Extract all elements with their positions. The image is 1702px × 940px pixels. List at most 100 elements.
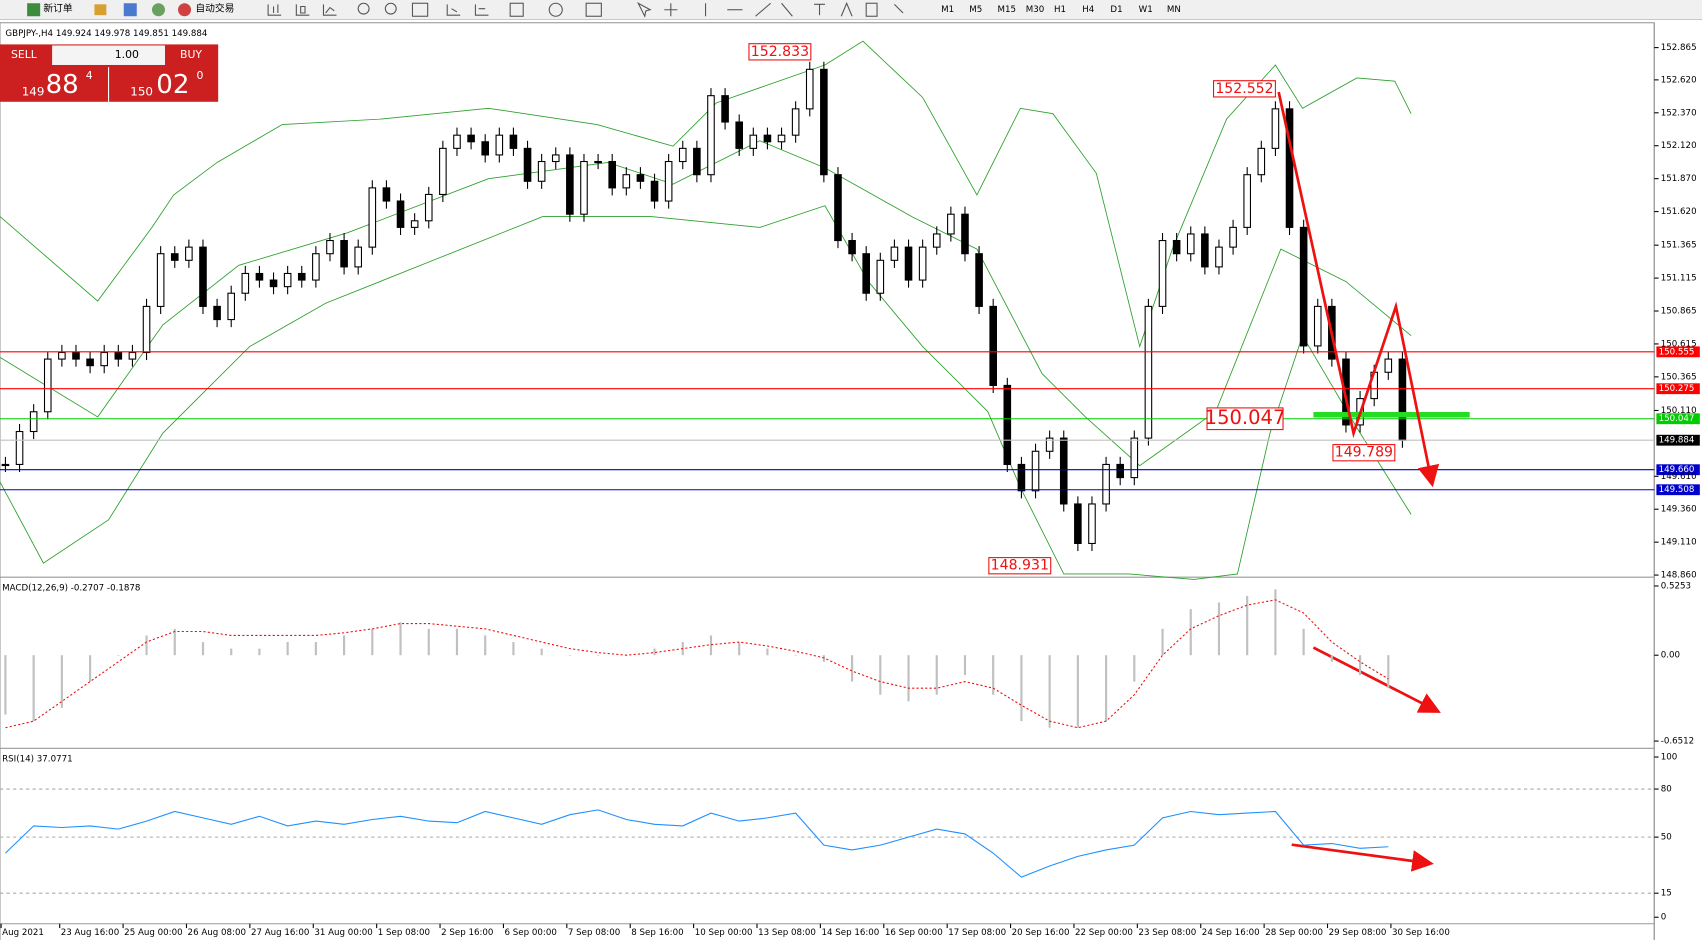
timeframe-button[interactable]: M1 <box>941 5 954 15</box>
candle <box>297 272 306 281</box>
timeframe-button[interactable]: D1 <box>1110 5 1122 15</box>
macd-bar <box>286 642 289 656</box>
macd-bar <box>794 655 797 656</box>
lot-box[interactable] <box>52 45 165 65</box>
candle <box>1215 246 1223 268</box>
pattern-arrow <box>1277 91 1440 488</box>
macd-bar <box>1048 655 1051 728</box>
x-tick-label: 28 Sep 00:00 <box>1265 928 1323 938</box>
macd-bar <box>1076 655 1079 728</box>
timeframe-button[interactable]: M5 <box>969 5 982 15</box>
y-tick-label: 0 <box>1661 913 1667 923</box>
auto-trading-button[interactable]: 自动交易 <box>195 2 234 15</box>
macd-bar <box>512 642 515 656</box>
price-annotation: 150.047 <box>1205 406 1286 429</box>
candle <box>58 351 66 360</box>
macd-bar <box>117 655 120 656</box>
candle <box>1299 226 1308 347</box>
level-tag <box>1656 434 1700 446</box>
toolbar-icon[interactable] <box>123 3 137 17</box>
toolbar-tools[interactable] <box>267 1 904 18</box>
candle <box>1229 226 1237 248</box>
x-tick-label: 16 Sep 00:00 <box>885 928 943 938</box>
upper-band <box>0 40 1412 349</box>
candle <box>509 134 518 149</box>
price-annotation: 149.789 <box>1335 445 1393 461</box>
level-label: 149.884 <box>1659 436 1695 446</box>
x-tick-label: 29 Sep 08:00 <box>1329 928 1387 938</box>
candles <box>1 61 1407 552</box>
candle <box>1003 384 1012 465</box>
candle <box>1158 240 1167 307</box>
candle <box>72 351 80 360</box>
timeframe-button[interactable]: MN <box>1167 5 1181 15</box>
candle <box>481 141 489 156</box>
sell-button[interactable]: SELL <box>11 48 37 61</box>
price-annotation-box <box>1206 407 1284 431</box>
buy-price-small[interactable]: 0 <box>196 69 203 82</box>
macd-bar <box>89 655 92 682</box>
timeframe-button[interactable]: H1 <box>1054 5 1066 15</box>
x-tick-label: 10 Sep 00:00 <box>695 928 753 938</box>
macd-signal <box>5 599 1389 729</box>
price-annotation-box <box>988 557 1052 575</box>
candle <box>594 160 602 164</box>
lot-size[interactable]: 1.00 <box>115 48 139 61</box>
macd-bar <box>879 655 882 695</box>
trade-panel: SELL BUY 1.00 149 88 4 150 02 0 <box>0 44 219 102</box>
divergence-arrow <box>1291 843 1434 872</box>
candle <box>100 351 109 367</box>
candle <box>791 108 800 136</box>
macd-bar <box>32 655 35 722</box>
y-tick-label: 149.360 <box>1661 505 1697 515</box>
macd-bar <box>992 655 995 695</box>
macd-bar <box>766 648 769 656</box>
macd-bar <box>314 642 317 656</box>
price-annotation: 148.931 <box>991 558 1049 574</box>
candle <box>142 305 151 354</box>
sell-price-big[interactable]: 149 <box>22 85 45 99</box>
sell-price-main[interactable]: 88 <box>46 70 79 100</box>
x-tick-label: 2 Sep 16:00 <box>441 928 493 938</box>
candle <box>439 147 447 195</box>
toolbar-icon[interactable] <box>94 4 107 16</box>
macd-label: MACD(12,26,9) -0.2707 -0.1878 <box>2 584 140 594</box>
candle <box>1342 358 1350 426</box>
price-annotation-box <box>748 43 812 61</box>
rsi-label: RSI(14) 37.0771 <box>2 755 72 765</box>
x-tick-label: 24 Sep 16:00 <box>1202 928 1260 938</box>
timeframe-button[interactable]: H4 <box>1082 5 1095 15</box>
timeframe-button[interactable]: M30 <box>1026 5 1045 15</box>
macd-bar <box>738 642 741 656</box>
divergence-arrow <box>1312 646 1441 713</box>
macd-bar <box>455 628 459 656</box>
candle <box>29 411 38 433</box>
auto-trading-icon[interactable] <box>178 3 192 17</box>
candle <box>989 305 997 386</box>
timeframe-button[interactable]: W1 <box>1139 5 1153 15</box>
macd-bar <box>1387 655 1390 689</box>
candle <box>918 246 927 281</box>
candle <box>975 253 983 307</box>
candle <box>453 134 461 149</box>
new-order-icon[interactable] <box>27 3 41 17</box>
sell-price-small[interactable]: 4 <box>86 69 93 82</box>
macd-bar <box>1161 628 1164 656</box>
x-tick-label: 17 Sep 08:00 <box>948 928 1006 938</box>
new-order-button[interactable]: 新订单 <box>43 2 73 15</box>
candle <box>1271 108 1280 149</box>
buy-price-main[interactable]: 02 <box>156 70 189 100</box>
candle <box>156 253 165 307</box>
candle <box>904 246 913 281</box>
buy-button[interactable]: BUY <box>180 48 202 61</box>
bollinger-bands <box>0 40 1412 580</box>
candle <box>128 351 137 360</box>
candle <box>255 272 264 281</box>
buy-price-big[interactable]: 150 <box>130 85 153 99</box>
toolbar-icon[interactable] <box>151 3 165 17</box>
timeframe-button[interactable]: M15 <box>998 5 1017 15</box>
candle <box>1313 305 1322 347</box>
macd-bar <box>1217 602 1221 656</box>
candle <box>848 240 856 255</box>
